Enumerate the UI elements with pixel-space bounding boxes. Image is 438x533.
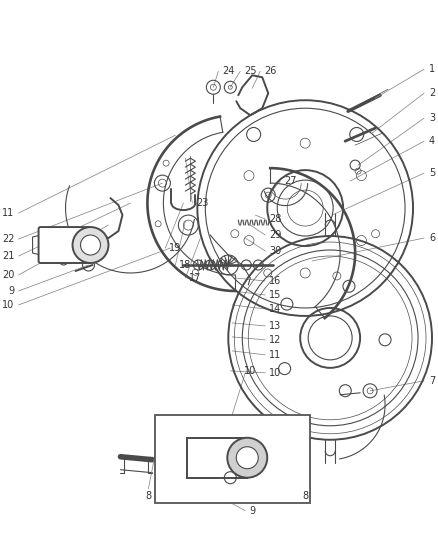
Text: 28: 28 [269,214,282,224]
Text: 18: 18 [180,260,191,270]
Bar [187,438,247,478]
FancyBboxPatch shape [39,227,91,263]
Text: 13: 13 [269,321,282,331]
Text: 17: 17 [189,273,202,283]
Text: 1: 1 [429,64,435,74]
Circle shape [81,235,100,255]
Text: 10: 10 [2,300,14,310]
Text: 26: 26 [264,66,277,76]
Text: 8: 8 [302,491,308,500]
Text: 4: 4 [429,136,435,146]
Text: 30: 30 [269,246,282,256]
Text: 29: 29 [269,230,282,240]
Text: 16: 16 [269,276,282,286]
Bar [155,415,310,503]
Text: 20: 20 [2,270,14,280]
Text: 8: 8 [145,491,152,500]
Text: 10: 10 [269,368,282,378]
Text: 11: 11 [2,208,14,218]
Text: 2: 2 [429,88,435,98]
Text: 14: 14 [269,304,282,314]
Text: 21: 21 [2,251,14,261]
Text: 22: 22 [2,234,14,244]
Text: 7: 7 [429,376,435,386]
Text: 24: 24 [223,66,235,76]
Text: 12: 12 [269,335,282,345]
Text: 25: 25 [244,66,257,76]
Text: 6: 6 [429,233,435,243]
Circle shape [227,438,267,478]
Circle shape [73,227,109,263]
Text: 9: 9 [8,286,14,296]
Text: 19: 19 [170,243,182,253]
Text: 3: 3 [429,113,435,123]
Text: 11: 11 [269,350,282,360]
Text: 5: 5 [429,168,435,178]
Text: 27: 27 [284,176,297,186]
Text: 23: 23 [196,198,209,208]
Text: 10: 10 [244,366,256,376]
Text: 9: 9 [249,506,255,515]
Text: 15: 15 [269,290,282,300]
Circle shape [236,447,258,469]
